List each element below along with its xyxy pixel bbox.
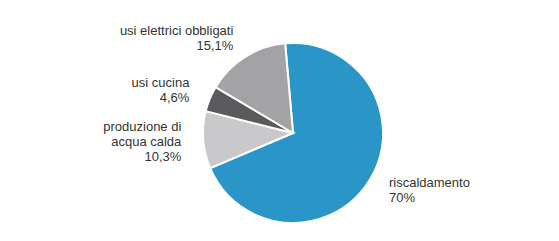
- svg-text:produzione diacqua calda10,3%: produzione diacqua calda10,3%: [103, 119, 182, 164]
- svg-text:usi cucina4,6%: usi cucina4,6%: [132, 75, 191, 105]
- svg-text:riscaldamento70%: riscaldamento70%: [389, 175, 470, 205]
- svg-text:usi elettrici obbligati15,1%: usi elettrici obbligati15,1%: [120, 23, 234, 53]
